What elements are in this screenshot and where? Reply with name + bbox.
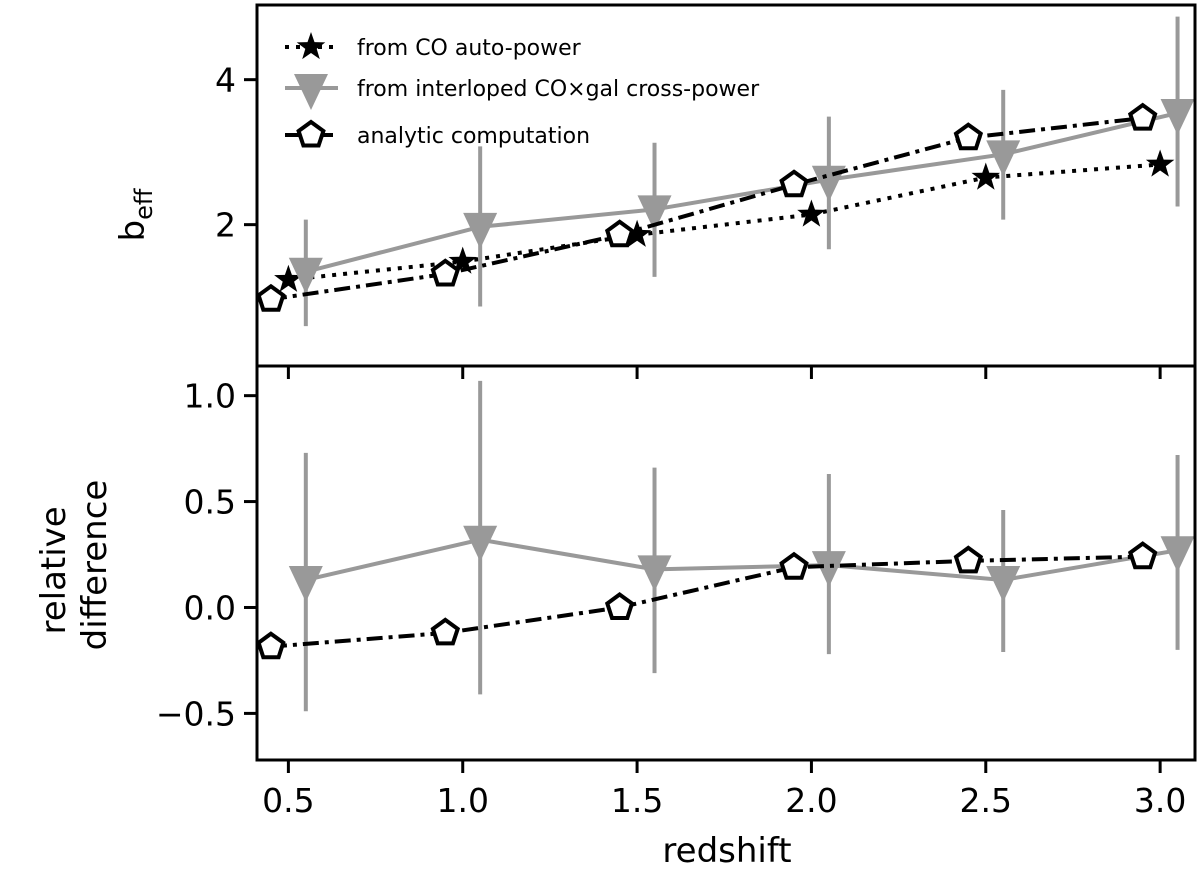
data-point-pentagon-open [779,551,809,580]
data-point-pentagon-open [1127,102,1158,131]
series-triangle-down [288,380,1195,712]
series-line [288,162,1161,282]
data-point-star [274,264,303,292]
series-line [270,554,1143,649]
series-line [305,537,1178,582]
data-point-star [1145,149,1175,177]
series-pentagon-open [256,541,1158,660]
data-point-triangle-down [288,565,323,602]
series-star [274,149,1175,292]
y-tick-label: −0.5 [156,694,236,733]
data-point-pentagon-open [256,283,286,312]
data-point-triangle-down [986,565,1021,602]
legend-label: from interloped CO×gal cross-power [357,77,760,102]
y-tick-label: 1.0 [184,377,236,416]
bottom-y-axis-label-line-1: relative [34,506,74,634]
legend-label: analytic computation [357,124,590,149]
data-point-triangle-down [637,555,672,592]
data-point-pentagon-open [604,592,635,620]
legend-item: from interloped CO×gal cross-power [285,74,760,110]
bottom-panel-frame [255,364,1197,762]
data-point-star [797,199,826,227]
data-point-triangle-down [1160,536,1195,573]
top-panel [256,16,1195,327]
legend-label: from CO auto-power [357,36,582,61]
y-tick-label: 0.0 [184,588,236,627]
data-point-triangle-down [637,195,672,232]
y-tick-label: 2 [215,206,236,245]
data-point-star [448,246,477,274]
data-point-triangle-down [463,525,498,562]
data-point-pentagon-open [953,545,984,574]
bottom-panel [256,380,1195,712]
x-tick-label: 0.5 [262,781,314,820]
x-tick-label: 3.0 [1134,781,1186,820]
x-axis-label: redshift [662,831,791,871]
series-pentagon-open [256,102,1158,312]
series-line [305,111,1179,274]
series-triangle-down [288,16,1195,327]
legend: from CO auto-power from interloped CO×gal… [285,32,760,149]
top-y-axis-label: beff [113,188,158,241]
data-point-pentagon-open [256,631,286,660]
legend-item: from CO auto-power [285,32,582,61]
legend-marker-pentagon-open [296,119,326,148]
data-point-star [622,219,652,247]
bottom-y-axis-label: relative difference [34,480,115,651]
legend-item: analytic computation [285,119,590,149]
x-tick-label: 1.0 [436,781,488,820]
x-tick-label: 2.0 [785,781,837,820]
data-point-pentagon-open [779,169,809,198]
data-point-pentagon-open [430,617,461,646]
data-point-star [971,162,1000,190]
legend-marker-triangle-down [294,74,328,110]
data-point-triangle-down [811,551,846,588]
data-point-triangle-down [1160,99,1195,136]
data-point-triangle-down [288,257,323,294]
x-tick-label: 2.5 [960,781,1012,820]
data-point-pentagon-open [953,122,984,151]
data-point-triangle-down [463,212,498,249]
data-point-pentagon-open [430,258,461,287]
data-point-pentagon-open [1127,541,1158,570]
y-tick-label: 0.5 [184,483,236,522]
top-y-axis-label-sub: eff [130,188,158,220]
x-tick-label: 1.5 [611,781,663,820]
bottom-y-axis-label-line-2: difference [75,480,115,651]
top-y-axis-label-main: b [113,220,153,242]
axes: 0.5 1.0 1.5 2.0 2.5 3.0 2 4 1.0 0.5 0.0 −0.5 [156,61,1187,820]
legend-marker-star [296,32,326,60]
series-line [270,116,1143,302]
y-tick-label: 4 [215,61,236,100]
data-point-triangle-down [986,140,1021,177]
data-point-pentagon-open [604,219,635,248]
